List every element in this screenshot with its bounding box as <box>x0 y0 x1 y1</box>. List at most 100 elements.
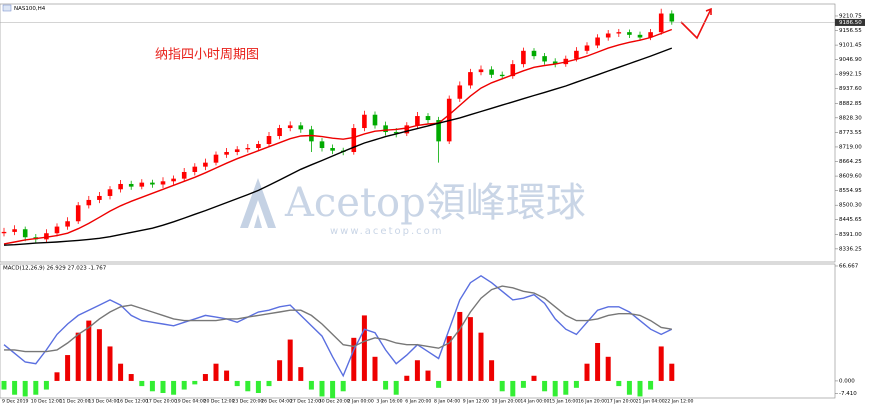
macd-panel <box>0 263 836 399</box>
histogram-bar <box>648 380 654 390</box>
histogram-bar <box>319 380 325 397</box>
candle-body <box>468 72 473 86</box>
histogram-bar <box>436 380 442 388</box>
histogram-bar <box>573 380 579 388</box>
candle-body <box>224 152 229 155</box>
histogram-bar <box>404 375 410 381</box>
histogram-bar <box>224 370 230 381</box>
candle-body <box>65 221 70 227</box>
candle-body <box>499 74 505 77</box>
symbol-icon <box>2 4 12 12</box>
histogram-bar <box>414 360 420 381</box>
candle-body <box>118 183 123 190</box>
candle-body <box>478 69 484 73</box>
annotation: 纳指四小时周期图 <box>155 48 259 63</box>
candle-body <box>510 64 516 77</box>
candle-body <box>181 171 187 179</box>
candle-body <box>425 116 431 121</box>
histogram-bar <box>340 380 346 392</box>
histogram-bar <box>245 380 251 392</box>
candle-body <box>605 33 611 38</box>
y-tick-label: 8992.15 <box>839 72 862 78</box>
candle-body <box>277 128 282 137</box>
histogram-bar <box>393 380 399 395</box>
x-tick-label: 3 Jan 16:00 <box>376 399 402 405</box>
x-tick-label: 23 Dec 20:00 <box>232 399 263 405</box>
y-tick-label: 9046.90 <box>839 57 862 63</box>
y-tick-label: 8500.30 <box>839 203 862 209</box>
y-tick-label: 8937.60 <box>839 86 862 92</box>
last-price-box <box>835 18 865 26</box>
candle-body <box>648 32 653 38</box>
histogram-bar <box>128 374 134 381</box>
candle-body <box>139 182 145 187</box>
histogram-bar <box>33 380 39 395</box>
watermark-url: www.acetop.com <box>330 226 444 237</box>
indicator-line <box>3 28 673 245</box>
candle-body <box>287 125 293 129</box>
histogram-bar <box>139 380 145 387</box>
macd-title: MACD(12,26,9) 26.929 27.023 -1.767 <box>3 266 107 272</box>
candle-body <box>54 226 60 234</box>
histogram-bar <box>446 336 452 381</box>
histogram-bar <box>65 355 71 381</box>
histogram-bar <box>542 380 548 392</box>
histogram-bar <box>298 367 304 381</box>
candle-body <box>542 56 547 62</box>
candle-body <box>192 166 198 172</box>
histogram-bar <box>330 380 336 399</box>
candle-body <box>552 61 558 65</box>
y-tick-label: 8773.55 <box>839 130 862 136</box>
y-tick-label: 8336.25 <box>839 246 862 252</box>
candle-body <box>415 116 420 126</box>
candle-body <box>574 50 579 59</box>
x-tick-label: 10 Jan 20:00 <box>492 399 521 405</box>
histogram-bar <box>86 320 92 381</box>
x-tick-label: 26 Dec 04:00 <box>261 399 292 405</box>
candle-body <box>489 69 494 75</box>
candle-body <box>44 233 49 240</box>
x-tick-label: 2 Jan 00:00 <box>348 399 374 405</box>
x-tick-label: 15 Jan 16:00 <box>549 399 578 405</box>
histogram-bar <box>213 363 219 381</box>
candle-body <box>531 50 537 57</box>
x-tick-label: 10 Dec 12:00 <box>31 399 62 405</box>
histogram-bar <box>457 311 463 381</box>
histogram-bar <box>75 332 81 381</box>
x-tick-label: 20 Dec 12:00 <box>204 399 235 405</box>
histogram-bar <box>308 380 314 390</box>
histogram-bar <box>637 380 643 397</box>
x-tick-label: 17 Jan 20:00 <box>607 399 636 405</box>
histogram-bar <box>266 380 272 387</box>
histogram-bar <box>467 317 473 381</box>
x-tick-label: 9 Jan 12:00 <box>463 399 489 405</box>
candle-body <box>213 154 219 163</box>
y-tick-label: 8554.95 <box>839 188 862 194</box>
candle-body <box>171 178 176 182</box>
candle-body <box>75 205 81 222</box>
watermark-logo <box>240 178 276 228</box>
watermark: Acetop領峰環球 <box>284 180 586 226</box>
histogram-bar <box>510 380 516 397</box>
candle-body <box>658 13 664 33</box>
x-tick-label: 6 Jan 20:00 <box>405 399 431 405</box>
histogram-bar <box>499 380 505 392</box>
histogram-bar <box>616 380 622 387</box>
histogram-bar <box>277 360 283 381</box>
histogram-bar <box>626 380 632 395</box>
candle-body <box>160 181 166 185</box>
candle-body <box>393 132 399 134</box>
candle-body <box>256 144 261 149</box>
y-tick-label: 8828.30 <box>839 115 862 121</box>
x-tick-label: 22 Jan 12:00 <box>664 399 693 405</box>
x-tick-label: 11 Dec 20:00 <box>60 399 91 405</box>
histogram-bar <box>383 380 389 390</box>
histogram-bar <box>531 375 537 381</box>
candle-body <box>330 148 335 151</box>
x-tick-label: 8 Jan 04:00 <box>434 399 460 405</box>
histogram-bar <box>520 380 526 388</box>
histogram-bar <box>1 380 7 390</box>
x-tick-label: 16 Jan 20:00 <box>578 399 607 405</box>
candle-body <box>203 162 208 167</box>
candle-body <box>362 114 367 129</box>
